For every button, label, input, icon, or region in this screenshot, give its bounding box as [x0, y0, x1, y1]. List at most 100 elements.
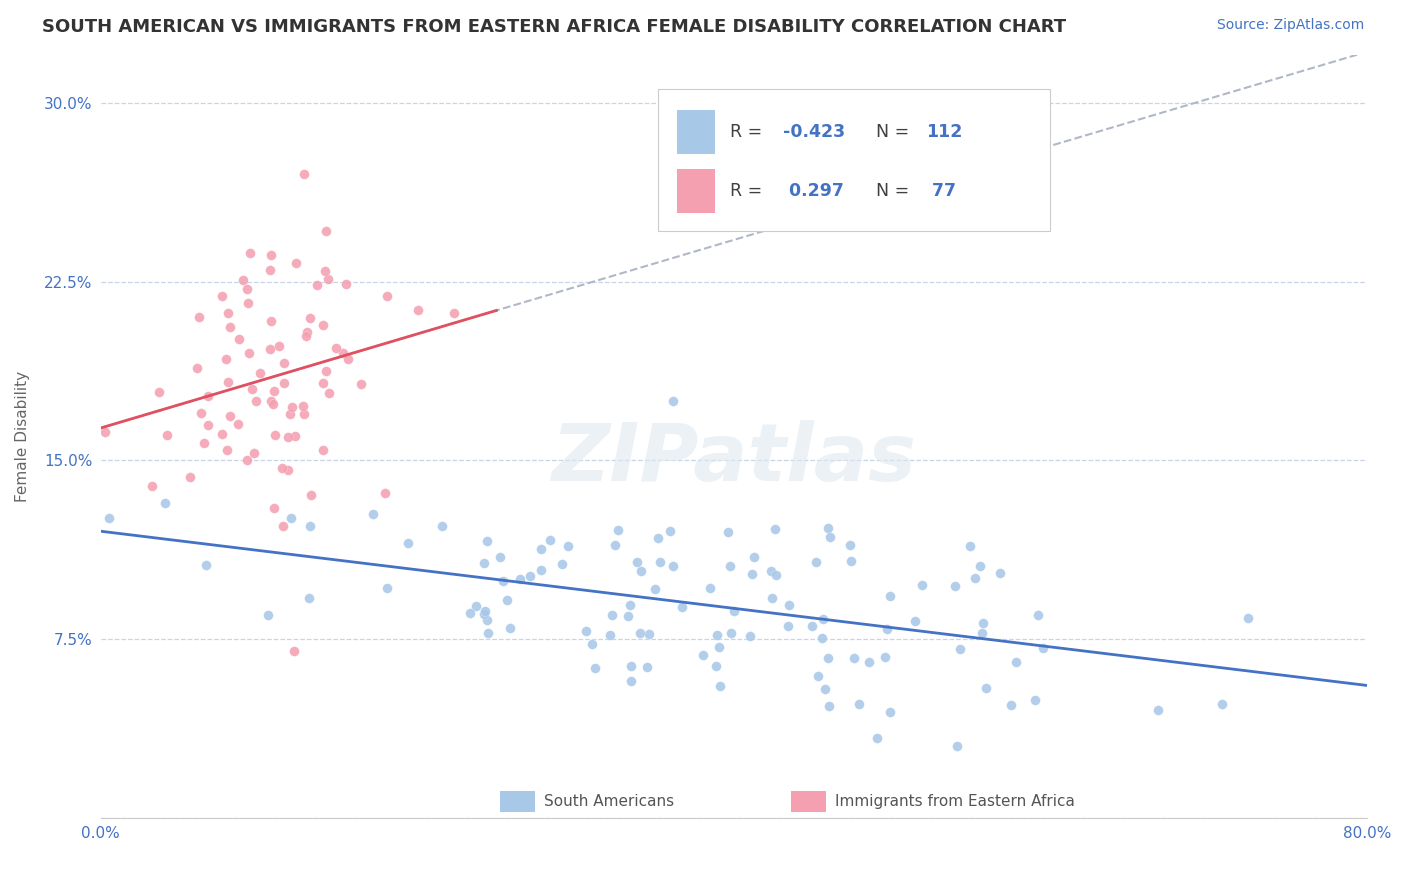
Point — [238, 345, 260, 359]
Point — [315, 363, 337, 377]
Point — [226, 417, 249, 432]
Text: 0.297: 0.297 — [783, 182, 844, 200]
Point — [620, 673, 643, 688]
Point — [704, 658, 727, 673]
Point — [465, 599, 488, 613]
Point — [740, 629, 762, 643]
Point — [489, 550, 512, 565]
Text: N =: N = — [876, 182, 914, 200]
Point — [281, 400, 304, 414]
Point — [197, 389, 219, 403]
Point — [235, 282, 257, 296]
Point — [315, 224, 337, 238]
Point — [620, 659, 643, 673]
Point — [778, 598, 800, 612]
FancyBboxPatch shape — [658, 89, 1050, 231]
Point — [155, 428, 177, 442]
Point — [873, 650, 896, 665]
Point — [761, 591, 783, 606]
Point — [988, 566, 1011, 580]
FancyBboxPatch shape — [676, 169, 714, 213]
Point — [284, 256, 307, 270]
Point — [583, 660, 606, 674]
Point — [628, 625, 651, 640]
Point — [943, 579, 966, 593]
Point — [626, 555, 648, 569]
Point — [243, 446, 266, 460]
Point — [716, 524, 738, 539]
Point — [477, 625, 499, 640]
Point — [761, 564, 783, 578]
Point — [263, 384, 285, 398]
Point — [475, 613, 498, 627]
Point — [662, 558, 685, 573]
Point — [291, 400, 314, 414]
Point — [298, 591, 321, 605]
Point — [264, 427, 287, 442]
Point — [742, 550, 765, 565]
Point — [277, 429, 299, 443]
Point — [707, 640, 730, 655]
Point — [257, 608, 280, 623]
Point — [197, 417, 219, 432]
Point — [636, 660, 658, 674]
Point — [972, 626, 994, 640]
Point — [297, 325, 319, 339]
Point — [647, 531, 669, 545]
Point — [299, 488, 322, 502]
Point — [262, 397, 284, 411]
Point — [599, 628, 621, 642]
Point — [1005, 656, 1028, 670]
Point — [211, 289, 233, 303]
Point — [474, 607, 496, 622]
Point — [509, 572, 531, 586]
Text: R =: R = — [730, 182, 768, 200]
Point — [865, 731, 887, 745]
Point — [458, 606, 481, 620]
Text: 112: 112 — [927, 123, 963, 141]
Point — [280, 510, 302, 524]
Point — [335, 277, 357, 291]
Point — [879, 705, 901, 719]
Text: N =: N = — [876, 123, 914, 141]
Point — [910, 578, 932, 592]
Point — [605, 538, 627, 552]
Point — [336, 352, 359, 367]
Point — [607, 523, 630, 537]
Point — [294, 329, 316, 343]
Point — [219, 409, 242, 423]
Point — [741, 566, 763, 581]
Point — [959, 539, 981, 553]
Point — [443, 306, 465, 320]
Point — [332, 346, 354, 360]
Point — [259, 262, 281, 277]
Point — [699, 581, 721, 595]
Point — [375, 581, 398, 595]
Point — [238, 296, 260, 310]
Text: Immigrants from Eastern Africa: Immigrants from Eastern Africa — [835, 794, 1076, 809]
Point — [193, 436, 215, 450]
Point — [472, 556, 495, 570]
Point — [1024, 693, 1046, 707]
Point — [186, 360, 208, 375]
Point — [800, 618, 823, 632]
Point — [519, 569, 541, 583]
Point — [817, 521, 839, 535]
Point — [361, 507, 384, 521]
Point — [311, 442, 333, 457]
Point — [235, 453, 257, 467]
Point — [904, 614, 927, 628]
Point — [617, 609, 640, 624]
Point — [659, 524, 682, 539]
Point — [215, 352, 238, 367]
Text: -0.423: -0.423 — [783, 123, 845, 141]
Text: R =: R = — [730, 123, 768, 141]
FancyBboxPatch shape — [676, 110, 714, 154]
Point — [848, 697, 870, 711]
Point — [318, 272, 340, 286]
Point — [284, 429, 307, 443]
Text: ZIPatlas: ZIPatlas — [551, 420, 917, 499]
Point — [218, 320, 240, 334]
Point — [270, 461, 292, 475]
FancyBboxPatch shape — [499, 790, 536, 812]
